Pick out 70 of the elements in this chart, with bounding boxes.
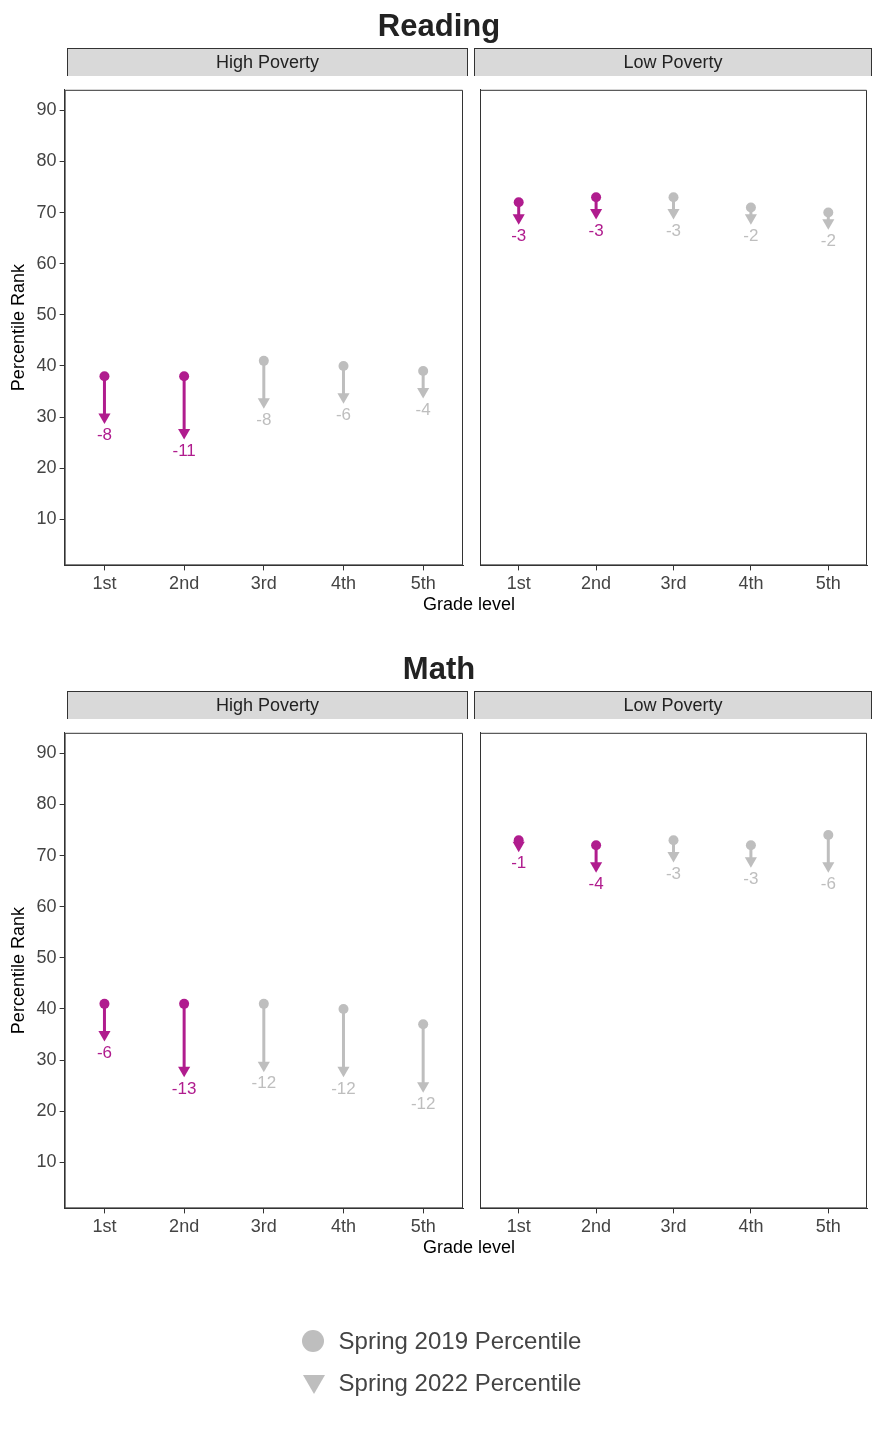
annotation: -3 bbox=[665, 863, 682, 883]
x-tick-label: 4th bbox=[330, 573, 356, 594]
y-tick-label: 50 bbox=[36, 303, 57, 324]
x-tick-label: 2nd bbox=[581, 1216, 612, 1237]
y-axis-title: Percentile Rank bbox=[7, 263, 28, 392]
x-axis-title: Grade level bbox=[421, 594, 517, 615]
x-tick-label: 2nd bbox=[169, 573, 200, 594]
y-tick-label: 40 bbox=[36, 354, 57, 375]
annotation: -3 bbox=[743, 868, 759, 888]
y-axis-title: Percentile Rank bbox=[7, 906, 28, 1035]
x-tick-label: 3rd bbox=[660, 1216, 687, 1237]
y-tick-label: 80 bbox=[36, 793, 57, 814]
y-tick-label: 20 bbox=[36, 457, 57, 478]
y-tick-label: 30 bbox=[36, 1049, 57, 1070]
annotation: -1 bbox=[511, 853, 527, 873]
chart-subtitle: Low Poverty bbox=[474, 691, 872, 719]
x-tick-label: 3rd bbox=[250, 1216, 277, 1237]
x-tick-label: 5th bbox=[410, 573, 436, 594]
legend-label: Spring 2019 Percentile bbox=[338, 1327, 582, 1355]
x-tick-label: 1st bbox=[92, 573, 117, 594]
x-tick-label: 5th bbox=[815, 573, 841, 594]
y-tick-label: 70 bbox=[36, 844, 57, 865]
annotation: -13 bbox=[171, 1078, 197, 1098]
chart-subtitle: High Poverty bbox=[67, 691, 468, 719]
y-tick-label: 10 bbox=[36, 508, 57, 529]
x-tick-label: 1st bbox=[506, 573, 531, 594]
y-tick-label: 60 bbox=[36, 895, 57, 916]
annotation: -12 bbox=[251, 1073, 277, 1093]
y-tick-label: 90 bbox=[36, 742, 57, 763]
chart-subtitle: Low Poverty bbox=[474, 48, 872, 76]
chart-title: Reading bbox=[376, 7, 502, 45]
annotation: -3 bbox=[511, 225, 527, 245]
x-tick-label: 3rd bbox=[250, 573, 277, 594]
x-tick-label: 1st bbox=[506, 1216, 531, 1237]
annotation: -4 bbox=[415, 399, 431, 419]
annotation: -11 bbox=[172, 440, 196, 460]
y-tick-label: 20 bbox=[36, 1100, 57, 1121]
x-tick-label: 1st bbox=[92, 1216, 117, 1237]
x-tick-label: 4th bbox=[330, 1216, 356, 1237]
annotation: -6 bbox=[335, 404, 352, 424]
annotation: -4 bbox=[588, 873, 604, 893]
annotation: -12 bbox=[410, 1093, 436, 1113]
annotation: -2 bbox=[743, 225, 759, 245]
y-tick-label: 30 bbox=[36, 406, 57, 427]
x-tick-label: 2nd bbox=[169, 1216, 200, 1237]
x-tick-label: 3rd bbox=[660, 573, 687, 594]
y-tick-label: 90 bbox=[36, 99, 57, 120]
x-tick-label: 5th bbox=[815, 1216, 841, 1237]
annotation: -3 bbox=[665, 220, 682, 240]
y-tick-label: 80 bbox=[36, 150, 57, 171]
legend-label: Spring 2022 Percentile bbox=[338, 1369, 582, 1397]
y-tick-label: 10 bbox=[36, 1151, 57, 1172]
x-tick-label: 4th bbox=[738, 573, 764, 594]
x-axis-title: Grade level bbox=[421, 1237, 517, 1258]
annotation: -8 bbox=[256, 409, 272, 429]
y-tick-label: 50 bbox=[36, 946, 57, 967]
x-tick-label: 4th bbox=[738, 1216, 764, 1237]
chart-title: Math bbox=[401, 650, 477, 688]
y-tick-label: 60 bbox=[36, 252, 57, 273]
annotation: -12 bbox=[331, 1078, 356, 1098]
annotation: -6 bbox=[820, 873, 836, 893]
chart-subtitle: High Poverty bbox=[67, 48, 468, 76]
annotation: -8 bbox=[96, 425, 113, 445]
annotation: -6 bbox=[96, 1042, 113, 1062]
x-tick-label: 2nd bbox=[581, 573, 612, 594]
x-tick-label: 5th bbox=[410, 1216, 436, 1237]
y-tick-label: 70 bbox=[36, 201, 57, 222]
y-tick-label: 40 bbox=[36, 997, 57, 1018]
annotation: -2 bbox=[820, 230, 836, 250]
annotation: -3 bbox=[588, 220, 604, 240]
